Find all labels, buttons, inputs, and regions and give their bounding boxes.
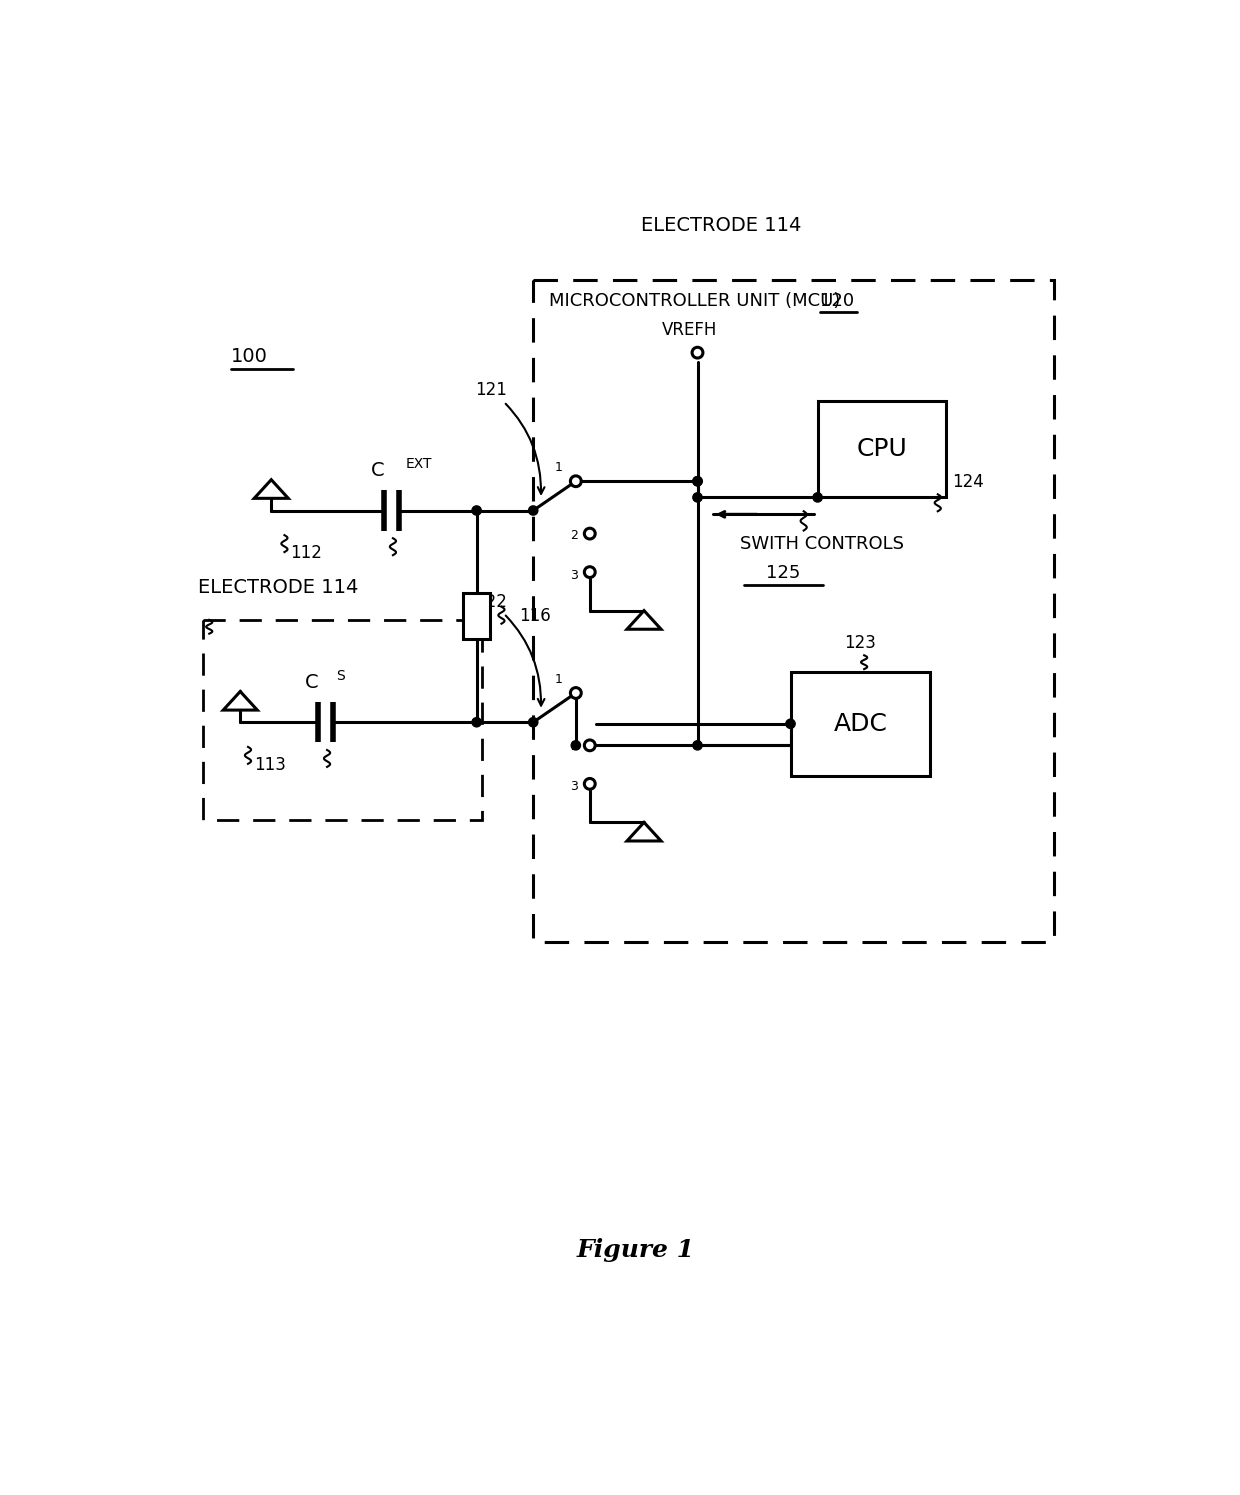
- Circle shape: [693, 493, 702, 502]
- FancyBboxPatch shape: [791, 673, 930, 776]
- Circle shape: [693, 477, 702, 486]
- Polygon shape: [627, 610, 661, 629]
- Text: MICROCONTROLLER UNIT (MCU): MICROCONTROLLER UNIT (MCU): [549, 292, 846, 309]
- Circle shape: [570, 688, 582, 698]
- Text: EXT: EXT: [405, 457, 432, 471]
- Text: CPU: CPU: [856, 437, 906, 462]
- Text: 124: 124: [952, 472, 983, 490]
- Text: 113: 113: [254, 755, 286, 773]
- Text: C: C: [305, 673, 319, 692]
- Polygon shape: [627, 822, 661, 842]
- Text: 122: 122: [475, 592, 544, 706]
- Text: 116: 116: [520, 607, 551, 625]
- Polygon shape: [254, 480, 288, 498]
- Circle shape: [693, 477, 702, 486]
- Text: 112: 112: [290, 544, 322, 562]
- Text: 1: 1: [554, 460, 563, 474]
- Text: 100: 100: [231, 347, 268, 366]
- Text: S: S: [336, 670, 345, 683]
- Circle shape: [692, 347, 703, 357]
- Text: 125: 125: [765, 564, 800, 582]
- Circle shape: [570, 475, 582, 487]
- Text: 123: 123: [844, 634, 877, 652]
- Text: 121: 121: [475, 381, 544, 493]
- Text: 2: 2: [570, 529, 578, 541]
- Circle shape: [584, 567, 595, 577]
- Circle shape: [528, 505, 538, 516]
- Text: ELECTRODE 114: ELECTRODE 114: [197, 579, 358, 597]
- Circle shape: [472, 505, 481, 516]
- Circle shape: [693, 740, 702, 750]
- Text: 1: 1: [554, 673, 563, 686]
- Text: ADC: ADC: [833, 712, 887, 736]
- Circle shape: [786, 719, 795, 728]
- FancyBboxPatch shape: [533, 280, 1054, 942]
- Circle shape: [572, 740, 580, 750]
- Text: Figure 1: Figure 1: [577, 1238, 694, 1262]
- Text: 120: 120: [820, 292, 854, 309]
- Circle shape: [584, 740, 595, 750]
- Text: SWITH CONTROLS: SWITH CONTROLS: [740, 535, 904, 553]
- Text: 3: 3: [570, 780, 578, 794]
- Text: 3: 3: [570, 568, 578, 582]
- FancyBboxPatch shape: [817, 401, 945, 498]
- Text: ELECTRODE 114: ELECTRODE 114: [641, 217, 801, 235]
- Circle shape: [584, 528, 595, 540]
- Circle shape: [528, 718, 538, 727]
- FancyBboxPatch shape: [464, 594, 490, 638]
- Circle shape: [813, 493, 822, 502]
- Circle shape: [472, 718, 481, 727]
- Circle shape: [584, 779, 595, 789]
- Text: 2: 2: [570, 740, 578, 753]
- Polygon shape: [223, 692, 258, 710]
- Text: VREFH: VREFH: [662, 320, 718, 338]
- FancyBboxPatch shape: [203, 620, 482, 821]
- Text: C: C: [371, 460, 384, 480]
